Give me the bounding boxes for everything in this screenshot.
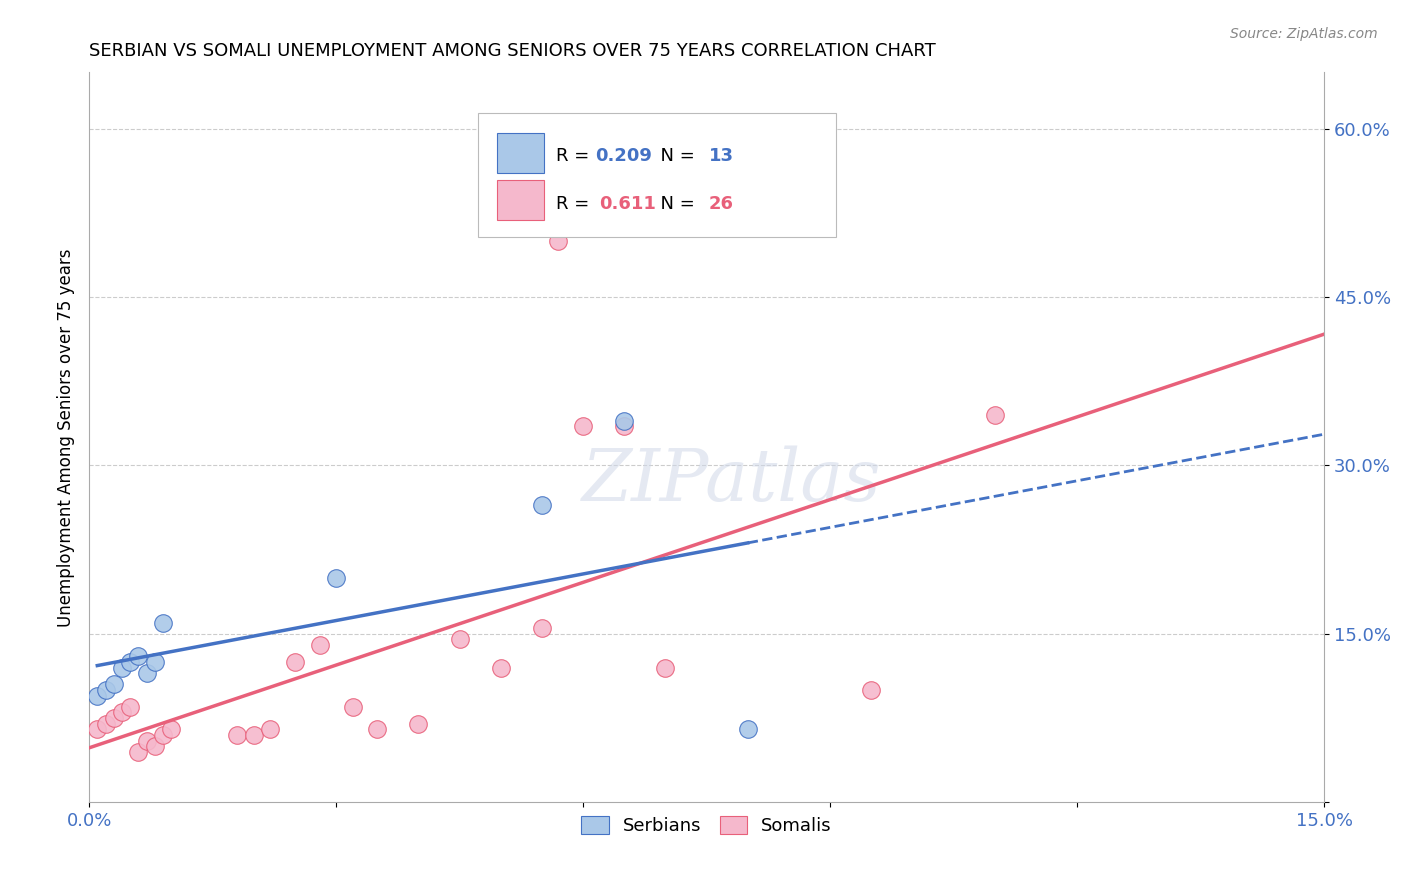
Legend: Serbians, Somalis: Serbians, Somalis [572, 807, 841, 845]
FancyBboxPatch shape [478, 112, 837, 236]
Point [94, 716, 117, 731]
Point [86, 689, 108, 703]
Point [654, 660, 676, 674]
Point [120, 655, 142, 669]
Point [152, 615, 174, 630]
Point [127, 745, 149, 759]
Point [111, 660, 134, 674]
Text: ZIPatlas: ZIPatlas [582, 446, 882, 516]
Point [984, 408, 1007, 422]
Point [111, 706, 134, 720]
Point [342, 699, 364, 714]
Text: R =: R = [555, 194, 600, 213]
Point [325, 571, 347, 585]
Point [160, 723, 183, 737]
Y-axis label: Unemployment Among Seniors over 75 years: Unemployment Among Seniors over 75 years [58, 248, 75, 626]
Point [135, 733, 157, 747]
Point [259, 723, 281, 737]
Point [308, 638, 330, 652]
Text: SERBIAN VS SOMALI UNEMPLOYMENT AMONG SENIORS OVER 75 YEARS CORRELATION CHART: SERBIAN VS SOMALI UNEMPLOYMENT AMONG SEN… [89, 42, 936, 60]
Point [860, 683, 883, 698]
FancyBboxPatch shape [496, 179, 544, 219]
Point [94, 683, 117, 698]
Point [613, 413, 636, 427]
Point [86, 723, 108, 737]
Point [613, 419, 636, 434]
Text: N =: N = [648, 194, 700, 213]
Text: R =: R = [555, 147, 595, 165]
Text: 0.611: 0.611 [599, 194, 657, 213]
Point [103, 711, 125, 725]
Point [572, 419, 595, 434]
Point [489, 660, 512, 674]
Text: Source: ZipAtlas.com: Source: ZipAtlas.com [1230, 27, 1378, 41]
Point [366, 723, 388, 737]
Point [449, 632, 471, 647]
Text: 0.209: 0.209 [596, 147, 652, 165]
FancyBboxPatch shape [496, 133, 544, 173]
Point [143, 655, 166, 669]
Point [103, 677, 125, 691]
Point [284, 655, 307, 669]
Point [530, 498, 553, 512]
Text: 26: 26 [709, 194, 734, 213]
Point [143, 739, 166, 753]
Point [530, 621, 553, 635]
Text: N =: N = [648, 147, 700, 165]
Point [226, 728, 249, 742]
Point [152, 728, 174, 742]
Point [408, 716, 430, 731]
Point [135, 666, 157, 681]
Text: 13: 13 [709, 147, 734, 165]
Point [547, 234, 569, 248]
Point [737, 723, 759, 737]
Point [127, 649, 149, 664]
Point [242, 728, 264, 742]
Point [120, 699, 142, 714]
